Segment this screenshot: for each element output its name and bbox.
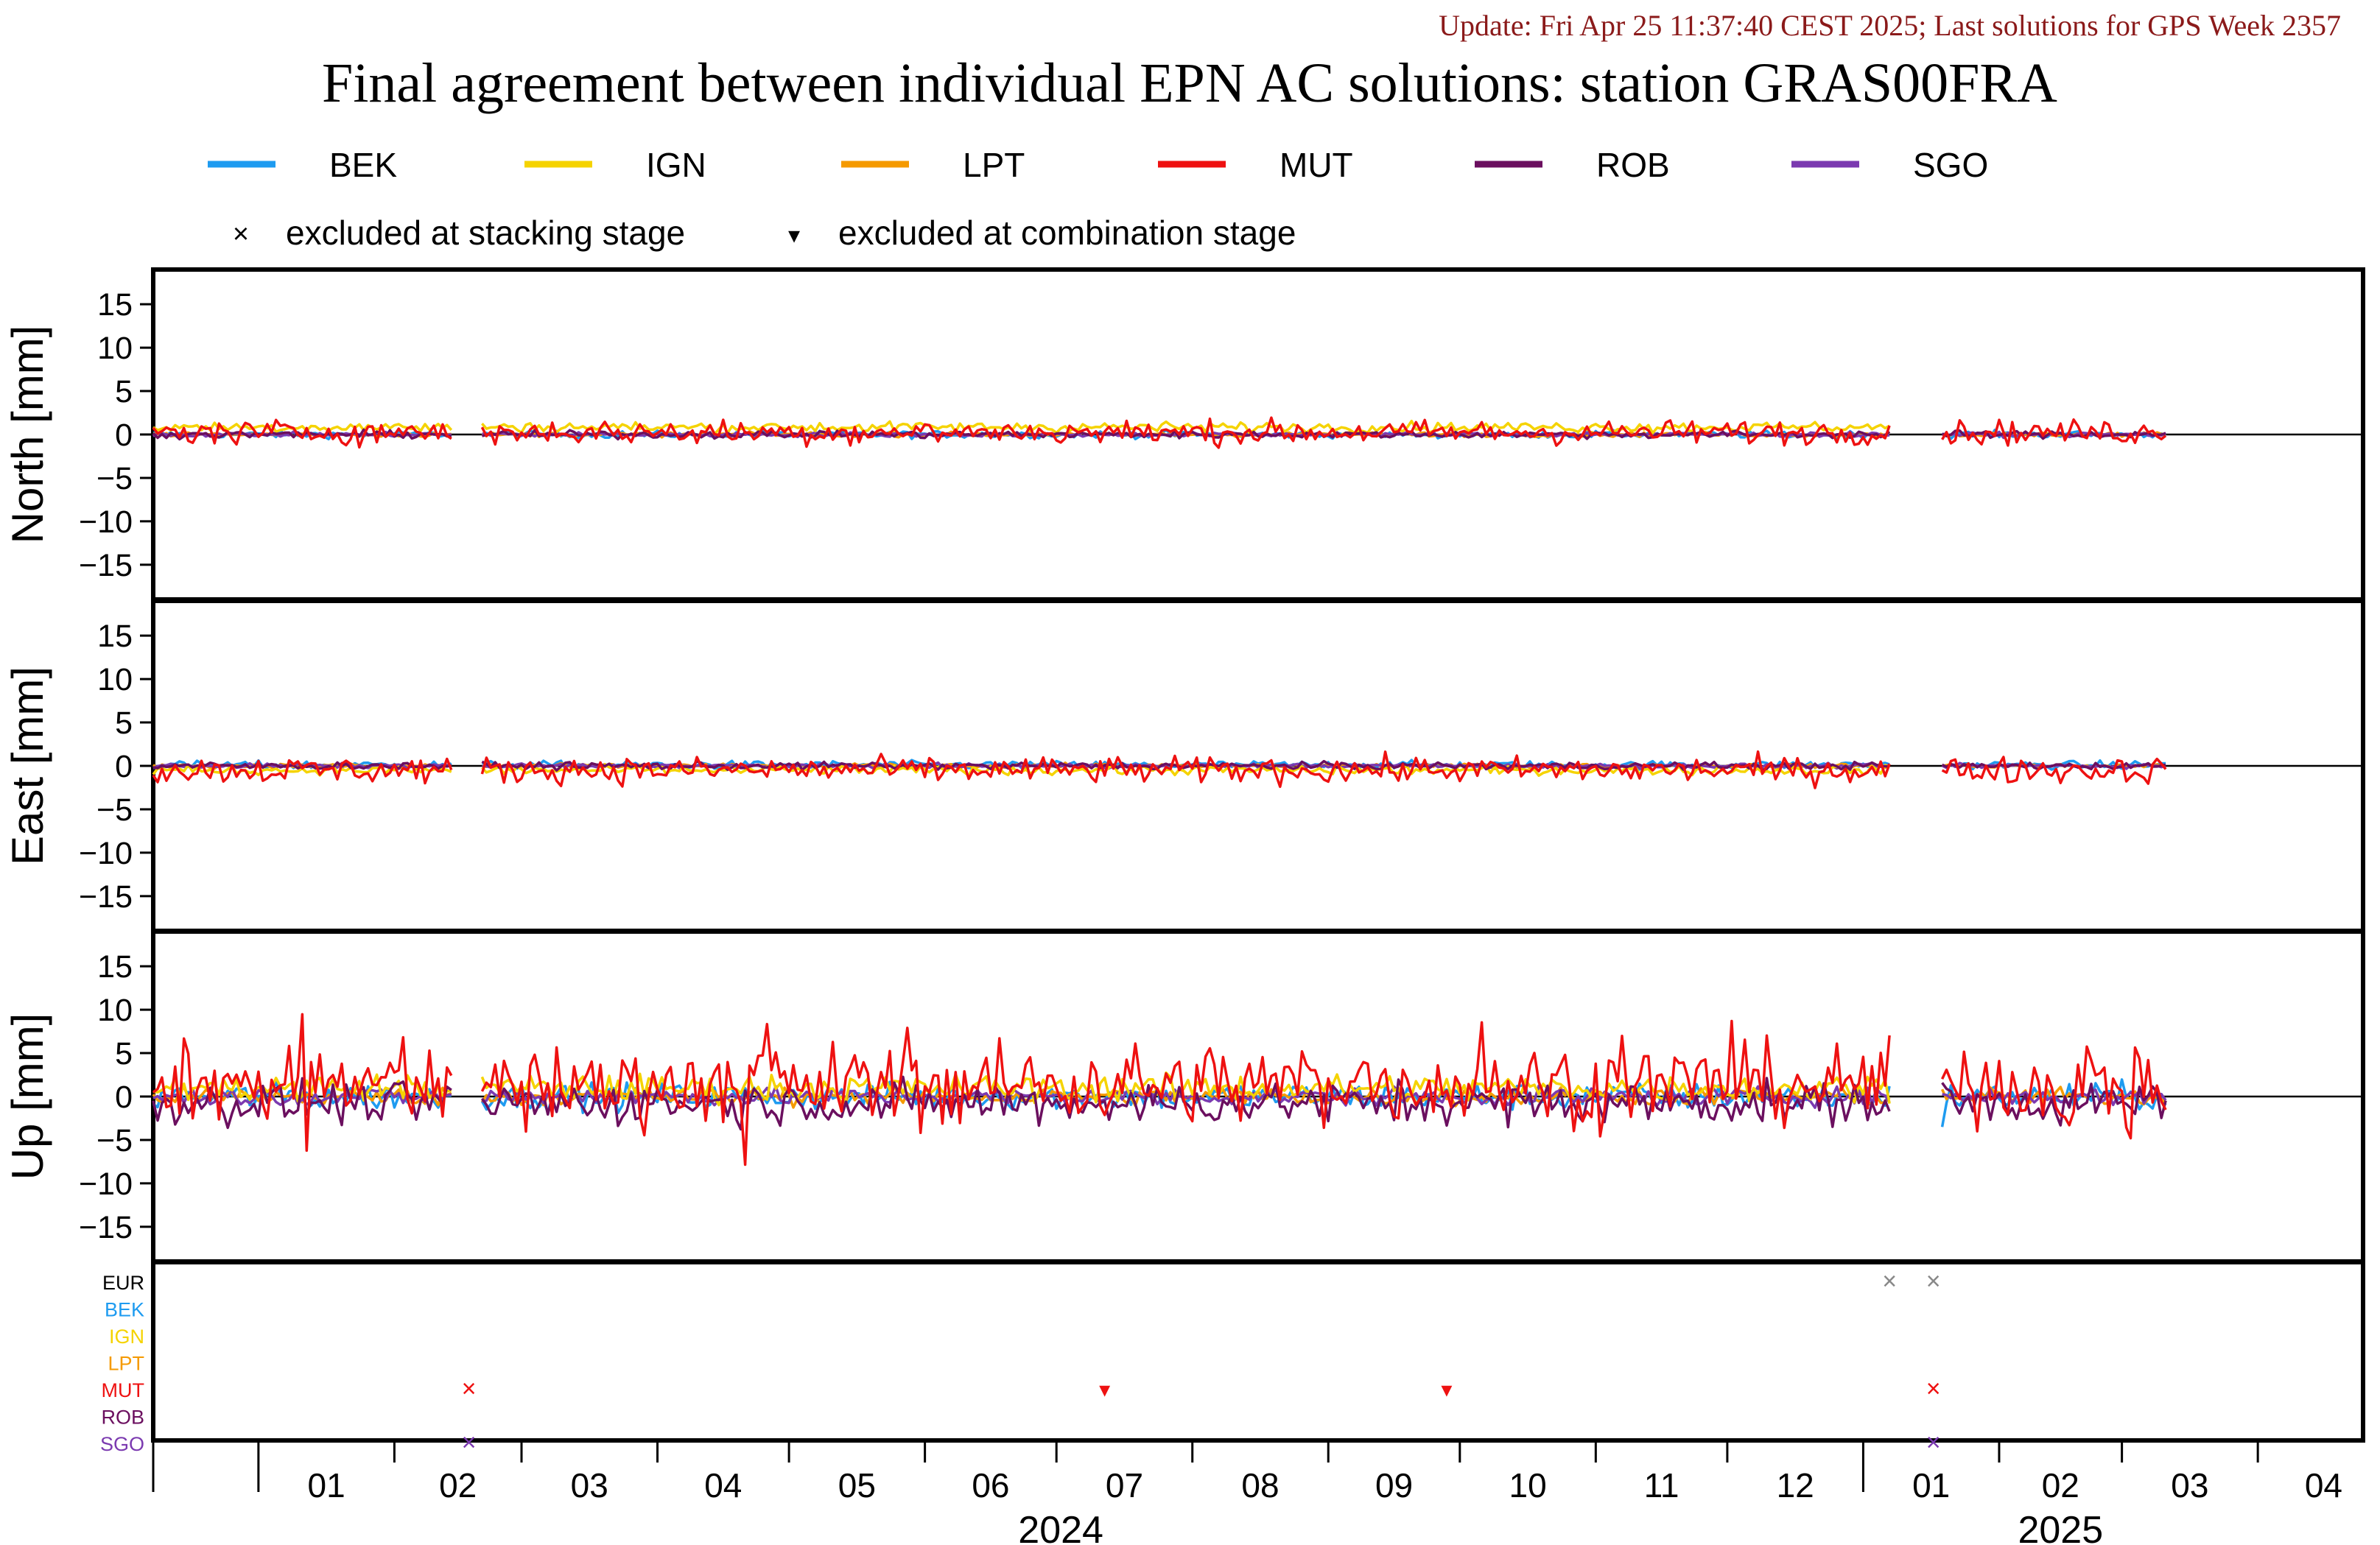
exclusion-marker: × xyxy=(1926,1429,1941,1457)
exclusion-row-label-mut: MUT xyxy=(102,1379,144,1401)
x-tick-label: 12 xyxy=(1777,1466,1814,1504)
x-tick-label: 09 xyxy=(1375,1466,1413,1504)
legend-label-sgo: SGO xyxy=(1913,146,1988,184)
y-tick-label-north: 5 xyxy=(115,374,133,409)
x-axis: 01 02 03 04 05 06 07 08 09 10 11 12 01 02 03 04 2024 2025 xyxy=(152,1440,2342,1545)
series-line-mut-east xyxy=(152,750,2167,789)
x-tick-label: 03 xyxy=(2171,1466,2208,1504)
legend: BEK IGN LPT MUT ROB SGO × excluded at stacking … xyxy=(208,146,1988,252)
y-tick-label-up: −5 xyxy=(96,1123,133,1158)
x-tick-label: 03 xyxy=(571,1466,608,1504)
y-axis-label-east: East [mm] xyxy=(3,666,52,865)
y-tick-label-east: 10 xyxy=(97,662,133,697)
exclusion-row-label-rob: ROB xyxy=(101,1407,144,1429)
series-line-mut-up xyxy=(152,1013,2167,1166)
exclusion-marker: × xyxy=(1926,1267,1941,1295)
series-layer xyxy=(152,416,2167,1166)
x-tick-label: 01 xyxy=(1912,1466,1950,1504)
x-tick-label: 02 xyxy=(2042,1466,2079,1504)
x-tick-label: 07 xyxy=(1106,1466,1143,1504)
exclusion-marker: ▾ xyxy=(1099,1378,1110,1402)
y-tick-label-east: 0 xyxy=(115,749,133,784)
x-tick-label: 02 xyxy=(439,1466,477,1504)
x-tick-label: 08 xyxy=(1241,1466,1279,1504)
exclusion-marker: × xyxy=(462,1429,477,1457)
exclusion-marker: × xyxy=(1882,1267,1897,1295)
exclusions-panel: EUR BEK IGN LPT MUT ROB SGO × × × ▾ ▾ × × × xyxy=(100,1260,2365,1457)
y-tick-label-east: 15 xyxy=(97,619,133,654)
x-tick-label: 01 xyxy=(308,1466,345,1504)
exclusion-marker: × xyxy=(462,1375,477,1403)
legend-label-ign: IGN xyxy=(646,146,706,184)
x-tick-label: 04 xyxy=(2305,1466,2342,1504)
legend-symbol-1: ▾ xyxy=(788,222,800,248)
y-tick-label-north: −10 xyxy=(79,504,133,540)
exclusion-marker: × xyxy=(1926,1375,1941,1403)
y-tick-label-east: 5 xyxy=(115,705,133,741)
series-line-ign-north xyxy=(152,419,1890,436)
legend-symbol-label-0: excluded at stacking stage xyxy=(286,214,685,252)
legend-label-rob: ROB xyxy=(1596,146,1670,184)
x-tick-label: 04 xyxy=(704,1466,742,1504)
y-tick-label-up: 10 xyxy=(97,993,133,1028)
year-label-2025: 2025 xyxy=(2018,1509,2103,1545)
y-tick-label-up: −10 xyxy=(79,1166,133,1202)
legend-label-bek: BEK xyxy=(329,146,397,184)
y-tick-label-up: −15 xyxy=(79,1210,133,1245)
y-axis-label-north: North [mm] xyxy=(3,325,52,544)
x-tick-label: 05 xyxy=(838,1466,876,1504)
y-tick-label-up: 0 xyxy=(115,1080,133,1115)
x-tick-label: 11 xyxy=(1644,1466,1679,1504)
y-tick-label-east: −10 xyxy=(79,836,133,871)
legend-label-lpt: LPT xyxy=(963,146,1025,184)
y-axis-label-up: Up [mm] xyxy=(3,1013,52,1180)
exclusions-frame xyxy=(151,1260,2365,1443)
exclusion-row-label-bek: BEK xyxy=(105,1299,144,1321)
exclusion-row-label-lpt: LPT xyxy=(108,1353,144,1375)
series-line-mut-north xyxy=(152,416,2167,449)
exclusion-row-label-ign: IGN xyxy=(109,1326,144,1348)
exclusion-marker: ▾ xyxy=(1441,1378,1452,1402)
y-tick-label-east: −15 xyxy=(79,879,133,915)
y-tick-label-north: −5 xyxy=(96,461,133,496)
legend-symbol-label-1: excluded at combination stage xyxy=(838,214,1296,252)
y-tick-label-up: 5 xyxy=(115,1036,133,1071)
legend-label-mut: MUT xyxy=(1279,146,1353,184)
y-tick-label-north: 10 xyxy=(97,331,133,366)
exclusion-row-label-eur: EUR xyxy=(102,1272,144,1294)
y-tick-label-up: 15 xyxy=(97,949,133,985)
legend-symbol-0: × xyxy=(233,219,249,250)
y-tick-label-north: −15 xyxy=(79,548,133,583)
y-tick-label-north: 15 xyxy=(97,287,133,323)
x-tick-label: 10 xyxy=(1509,1466,1546,1504)
year-label-2024: 2024 xyxy=(1018,1509,1103,1545)
exclusion-row-label-sgo: SGO xyxy=(100,1433,144,1455)
y-tick-label-north: 0 xyxy=(115,418,133,453)
update-text: Update: Fri Apr 25 11:37:40 CEST 2025; L… xyxy=(1439,9,2341,42)
x-tick-label: 06 xyxy=(972,1466,1009,1504)
y-tick-label-east: −5 xyxy=(96,792,133,828)
chart-title: Final agreement between individual EPN A… xyxy=(322,52,2057,114)
